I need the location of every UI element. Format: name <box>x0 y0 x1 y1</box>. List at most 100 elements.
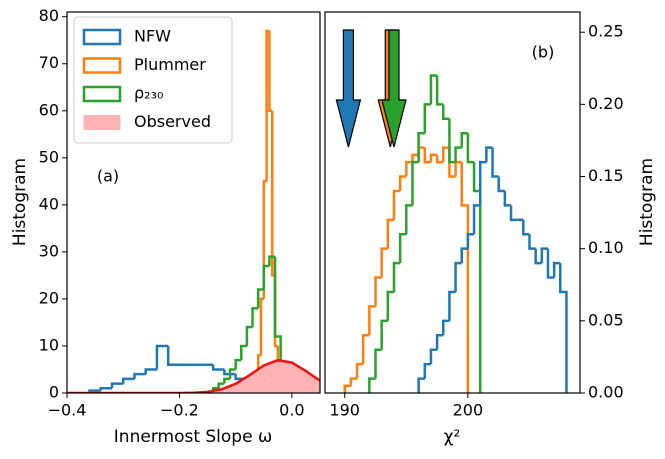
histogram-step <box>223 369 236 376</box>
histogram-step <box>460 162 470 393</box>
histogram-step <box>442 319 450 336</box>
legend-swatch <box>82 85 122 103</box>
histogram-step <box>228 368 236 379</box>
histogram-step <box>540 247 548 264</box>
x-tick-label: 200 <box>453 401 484 420</box>
histogram-step <box>380 319 388 350</box>
histogram-step <box>265 29 270 182</box>
histogram-step <box>435 154 444 164</box>
histogram-step <box>442 104 450 121</box>
histogram-step <box>270 110 276 277</box>
histogram-step <box>528 234 536 250</box>
histogram-step <box>442 146 450 163</box>
histogram-step <box>211 364 225 371</box>
histogram-step <box>349 377 358 386</box>
histogram-step <box>454 160 462 177</box>
histogram-step <box>355 362 364 379</box>
y-tick-label: 80 <box>39 6 59 25</box>
histogram-step <box>234 358 242 370</box>
histogram-step <box>466 133 475 164</box>
legend-swatch <box>82 28 122 46</box>
histogram-step <box>268 255 276 266</box>
y-tick-label: 0.05 <box>588 310 624 329</box>
histogram-step <box>559 263 568 393</box>
histogram-step <box>374 348 382 379</box>
histogram-step <box>466 233 475 249</box>
x-axis-label: Innermost Slope ω <box>114 427 272 447</box>
x-tick-label: −0.4 <box>48 401 87 420</box>
histogram-step <box>251 307 259 328</box>
y-axis-label: Histogram <box>637 158 657 246</box>
histogram-step <box>361 334 370 365</box>
axes-frame <box>324 11 581 394</box>
histogram-step <box>485 146 493 163</box>
histogram-step <box>343 384 351 393</box>
histogram-step <box>386 218 394 249</box>
histogram-step <box>256 288 264 309</box>
histogram-step <box>435 334 444 350</box>
histogram-step <box>368 305 376 336</box>
histogram-step <box>472 162 482 393</box>
histogram-step <box>217 382 225 389</box>
histogram-step <box>423 362 431 379</box>
y-tick-label: 70 <box>39 53 59 72</box>
observed-area <box>67 360 320 393</box>
histogram-step <box>454 146 462 163</box>
histogram-step <box>472 204 481 235</box>
legend-label: Observed <box>134 112 211 131</box>
y-tick-label: 0.00 <box>588 383 624 402</box>
legend-label: ρ₂₃₀ <box>134 84 163 103</box>
y-tick-label: 0 <box>49 383 59 402</box>
histogram-step <box>448 290 456 321</box>
histogram-step <box>144 368 157 375</box>
histogram-step <box>99 387 112 391</box>
y-tick-label: 0.25 <box>588 22 624 41</box>
histogram-step <box>435 75 444 106</box>
y-axis-label: Histogram <box>10 158 30 246</box>
histogram-step <box>392 189 401 220</box>
histogram-step <box>552 261 561 278</box>
histogram-step <box>460 131 468 148</box>
y-tick-label: 60 <box>39 100 59 119</box>
histogram-step <box>386 290 394 321</box>
histogram-step <box>522 219 530 236</box>
histogram-step <box>417 377 425 393</box>
histogram-step <box>166 345 180 367</box>
histogram-step <box>503 190 512 207</box>
histogram-step <box>374 276 382 307</box>
histogram-step <box>223 377 231 384</box>
histogram-step <box>460 247 468 264</box>
annotation: (b) <box>532 43 555 62</box>
histogram-step <box>405 160 413 177</box>
histogram-step <box>133 372 146 379</box>
y-tick-label: 0.20 <box>588 94 624 113</box>
y-tick-label: 0.15 <box>588 166 624 185</box>
histogram-step <box>534 248 542 265</box>
legend-box <box>73 16 233 144</box>
histogram-step <box>259 297 264 356</box>
histogram-step <box>392 261 401 292</box>
histogram-step <box>423 103 431 134</box>
axes-frame <box>66 11 321 394</box>
histogram-step <box>380 247 388 278</box>
histogram-step <box>262 264 270 290</box>
y-tick-label: 10 <box>39 335 59 354</box>
histogram-step <box>417 131 425 163</box>
x-axis-label: χ² <box>444 427 461 447</box>
histogram-step <box>110 382 124 389</box>
annotation: (a) <box>97 167 119 186</box>
histogram-step <box>245 325 253 346</box>
histogram-step <box>448 118 456 164</box>
x-tick-label: 190 <box>329 401 360 420</box>
histogram-step <box>497 176 505 193</box>
histogram-step <box>478 160 487 206</box>
histogram-step <box>429 153 438 163</box>
x-tick-label: −0.2 <box>160 401 199 420</box>
histogram-step <box>121 377 135 384</box>
y-tick-label: 20 <box>39 288 59 307</box>
plot-area <box>67 29 320 393</box>
plot-area <box>343 74 568 393</box>
histogram-step <box>411 160 419 206</box>
histogram-step <box>268 30 273 113</box>
